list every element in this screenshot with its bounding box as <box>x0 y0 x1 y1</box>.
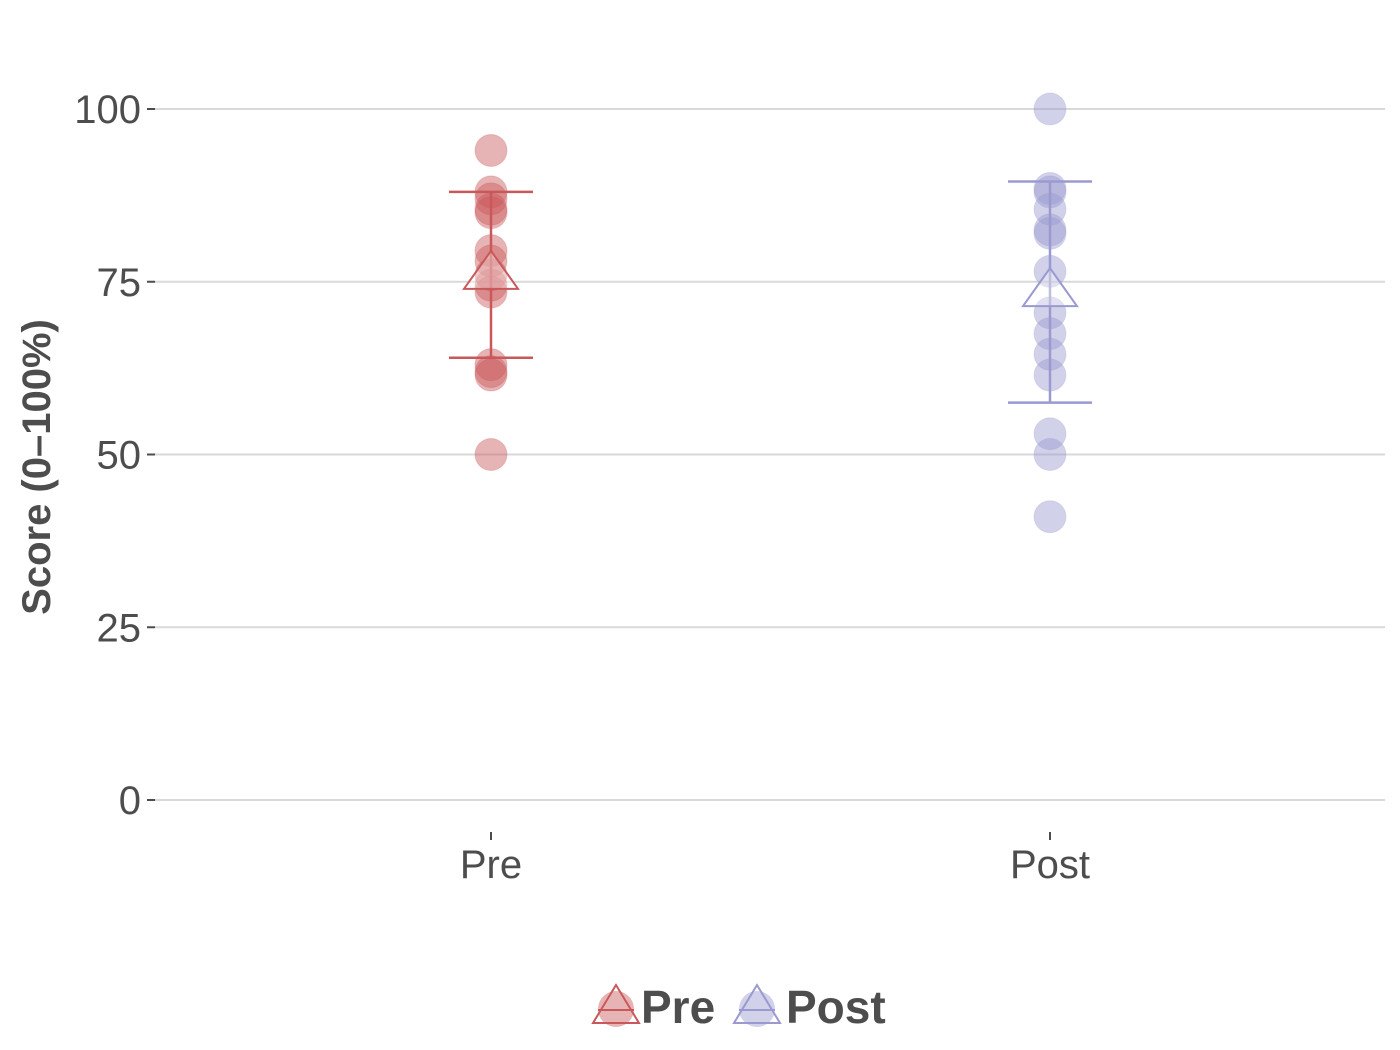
data-point <box>1033 417 1067 451</box>
data-points <box>474 92 1067 534</box>
legend-key-mean <box>591 983 641 1024</box>
y-tick-label: 75 <box>97 261 142 305</box>
legend-label: Post <box>786 981 886 1033</box>
y-axis-title: Score (0–100%) <box>15 319 59 615</box>
legend-label: Pre <box>641 981 715 1033</box>
legend: Pre Post <box>591 981 886 1033</box>
y-axis: 0 25 50 75 100 <box>74 88 155 823</box>
data-point <box>1033 500 1067 534</box>
y-tick-label: 25 <box>97 606 142 650</box>
data-point <box>1033 438 1067 471</box>
mean-marker <box>462 249 520 290</box>
legend-key-mean <box>732 983 782 1024</box>
mean-marker <box>1021 266 1079 308</box>
x-tick-label: Post <box>1010 843 1090 887</box>
y-tick-label: 0 <box>119 779 141 823</box>
data-point <box>474 133 508 167</box>
gridlines <box>155 108 1385 801</box>
summary-markers <box>449 180 1092 404</box>
y-tick-label: 50 <box>97 434 142 478</box>
data-point <box>474 358 508 392</box>
data-point <box>1033 92 1067 126</box>
y-tick-label: 100 <box>74 88 141 132</box>
data-point <box>474 438 508 471</box>
x-tick-label: Pre <box>460 843 522 887</box>
x-axis: Pre Post <box>460 832 1090 887</box>
